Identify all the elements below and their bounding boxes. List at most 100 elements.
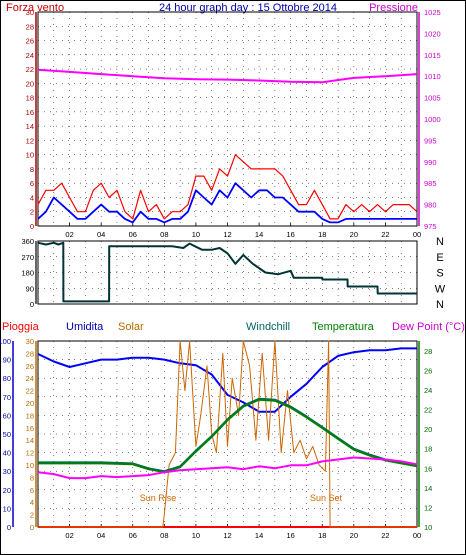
solar-tick-label: 18 [26,411,34,420]
pressure-tick-label: 1020 [424,29,441,38]
legend-windchill: Windchill [246,321,290,333]
humidity-tick-label: 70 [3,393,11,402]
direction-tick-label: 360 [21,237,34,246]
temperature-tick-label: 28 [424,347,432,356]
legend-solar: Solar [118,321,144,333]
wind-tick-label: 10 [26,151,34,160]
compass-label: S [436,268,443,280]
solar-tick-label: 22 [26,387,34,396]
series-line-solar [38,340,417,528]
temperature-tick-label: 20 [424,425,432,434]
solar-tick-label: 8 [30,473,34,482]
solar-tick-label: 14 [26,436,34,445]
x-tick-label: 16 [286,531,294,540]
temperature-tick-label: 12 [424,503,432,512]
temp-x-ticks: 02 04 06 08 10 12 14 16 18 20 22 00 [65,524,421,540]
pressure-tick-label: 990 [424,158,437,167]
x-tick-label: 10 [192,531,200,540]
legend-rain: Pioggia [2,321,40,333]
humidity-tick-label: 20 [3,486,11,495]
solar-tick-label: 20 [26,399,34,408]
series-line-temperature [38,398,418,474]
x-tick-label: 12 [223,230,231,239]
wind-tick-label: 2 [30,208,34,217]
pressure-tick-label: 1000 [424,115,441,124]
solar-tick-label: 16 [26,424,34,433]
humidity-tick-label: 60 [3,411,11,420]
compass-label: N [436,299,444,311]
solar-tick-label: 12 [26,449,34,458]
temperature-tick-label: 22 [424,406,432,415]
x-tick-label: 10 [192,230,200,239]
series-line-dewpoint [37,456,418,480]
x-tick-label: 06 [129,531,137,540]
sun-rise-label: Sun Rise [140,493,177,503]
humidity-tick-label: 80 [3,374,11,383]
wind-tick-label: 8 [30,165,34,174]
compass-label: W [435,283,446,295]
solar-tick-label: 0 [30,523,34,532]
series-line-pressure [37,68,418,84]
series-line-direction [37,241,417,303]
wind-pressure-series [37,68,418,224]
direction-tick-label: 0 [30,300,34,309]
wind-tick-label: 6 [30,179,34,188]
solar-tick-label: 2 [30,511,34,520]
pressure-tick-label: 975 [424,222,437,231]
x-tick-label: 00 [413,230,421,239]
temp-panel-grid [38,341,417,527]
x-tick-label: 18 [318,230,326,239]
wind-tick-label: 20 [26,79,34,88]
solar-tick-label: 6 [30,486,34,495]
legend-humidity: Umidita [66,321,104,333]
temperature-tick-label: 14 [424,484,432,493]
direction-tick-label: 180 [21,269,34,278]
solar-tick-label: 4 [30,498,34,507]
pressure-tick-label: 995 [424,136,437,145]
humidity-tick-label: 90 [3,356,11,365]
humidity-tick-label: 10 [3,504,11,513]
solar-tick-label: 10 [26,461,34,470]
wind-tick-label: 18 [26,94,34,103]
pressure-axis-ticks: 975 980 985 990 995 1000 1005 1010 1015 1020 1025 [418,8,441,231]
pressure-tick-label: 980 [424,201,437,210]
wind-axis-label: Forza vento [6,2,64,14]
sun-set-label: Sun Set [310,493,343,503]
x-tick-label: 06 [129,230,137,239]
solar-tick-label: 24 [26,374,34,383]
x-tick-label: 08 [160,531,168,540]
direction-tick-label: 270 [21,253,34,262]
pressure-tick-label: 1025 [424,8,441,17]
humidity-tick-label: 50 [3,430,11,439]
series-line-humidity [37,347,417,413]
series-line-gust [37,154,418,220]
wind-tick-label: 4 [30,193,34,202]
humidity-tick-label: 100 [0,337,11,346]
wind-tick-label: 22 [26,65,34,74]
wind-tick-label: 16 [26,108,34,117]
panel3-legend: Pioggia Umidita Solar Windchill Temperat… [2,321,465,333]
x-tick-label: 14 [255,230,263,239]
pressure-tick-label: 1005 [424,94,441,103]
compass-label: N [436,236,444,248]
x-tick-label: 02 [65,531,73,540]
direction-tick-label: 90 [26,284,34,293]
x-tick-label: 14 [255,531,263,540]
humidity-tick-label: 40 [3,449,11,458]
x-tick-label: 18 [318,531,326,540]
temp-series [37,340,418,528]
legend-dewpoint: Dew Point (°C) [392,321,465,333]
x-tick-label: 08 [160,230,168,239]
legend-temperature: Temperatura [312,321,375,333]
wind-tick-label: 12 [26,136,34,145]
chart-title: 24 hour graph day : 15 Ottobre 2014 [159,2,337,14]
x-tick-label: 20 [350,230,358,239]
temperature-tick-label: 18 [424,445,432,454]
wind-tick-label: 0 [30,222,34,231]
